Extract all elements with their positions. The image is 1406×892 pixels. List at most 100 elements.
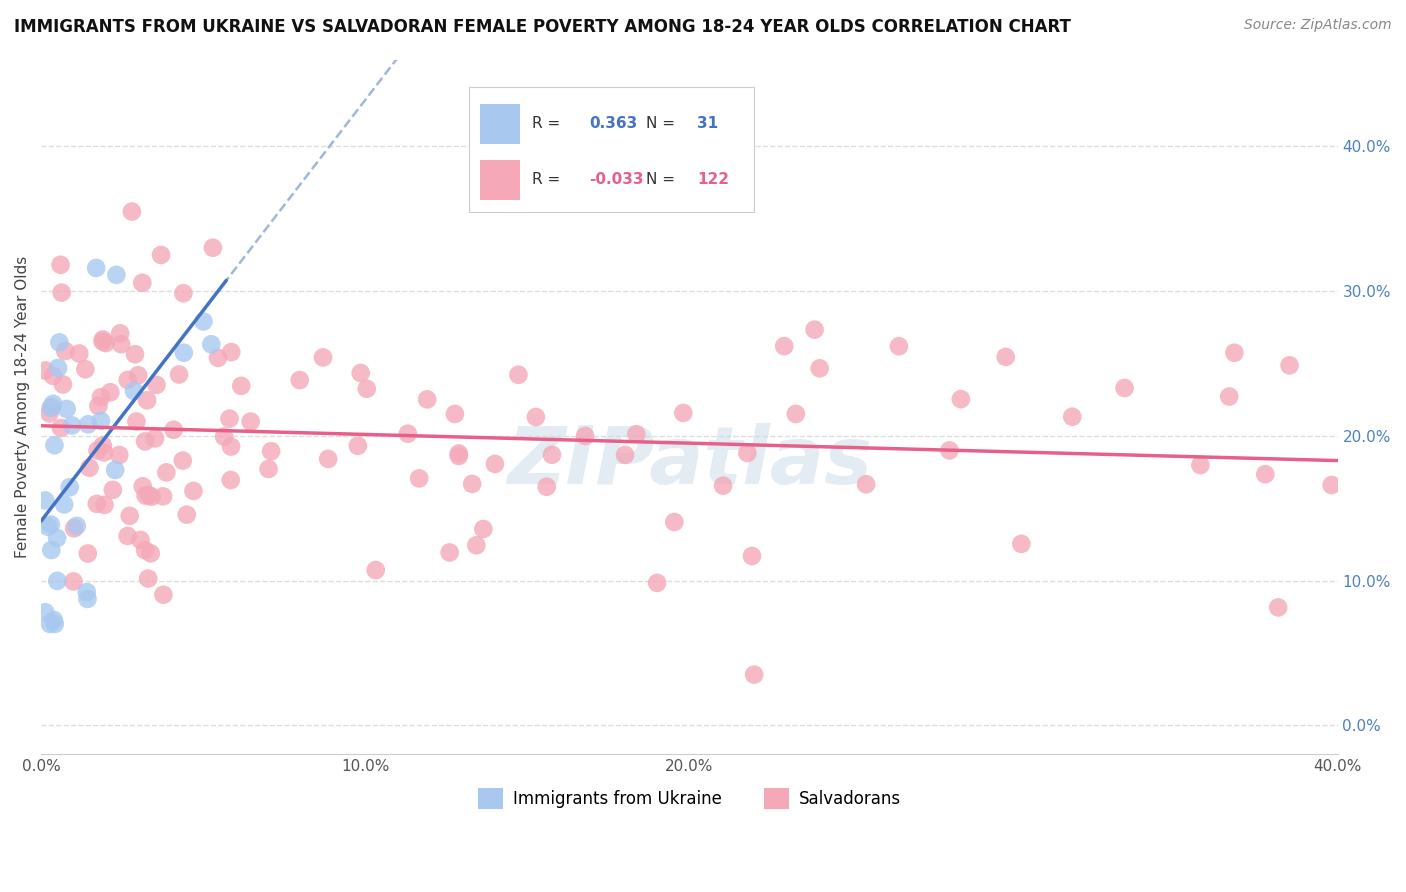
Point — [46, 531, 69, 545]
Point — [1223, 345, 1246, 359]
Point — [524, 410, 547, 425]
Point — [41, 543, 63, 558]
Point — [461, 476, 484, 491]
Point — [39, 401, 62, 415]
Point — [110, 337, 132, 351]
Point — [672, 406, 695, 420]
Point — [39, 617, 62, 632]
Point — [447, 446, 470, 460]
Point — [121, 204, 143, 219]
Point — [134, 434, 156, 449]
Point — [1278, 359, 1301, 373]
Point — [42, 368, 65, 383]
Point — [38, 407, 60, 421]
Point — [41, 400, 63, 414]
Point — [803, 323, 825, 337]
Point — [316, 451, 339, 466]
Point — [163, 423, 186, 437]
Point — [536, 480, 558, 494]
Point — [55, 401, 77, 416]
Point — [1062, 409, 1084, 424]
Point — [574, 429, 596, 443]
Point — [447, 449, 470, 463]
Point — [60, 418, 83, 433]
Point — [90, 390, 112, 404]
Point — [1114, 381, 1136, 395]
Point — [84, 260, 107, 275]
Point — [86, 443, 108, 458]
Point — [139, 546, 162, 560]
Point — [183, 483, 205, 498]
Point — [396, 426, 419, 441]
Point — [79, 460, 101, 475]
Point — [508, 368, 530, 382]
Point — [141, 490, 163, 504]
Point — [155, 466, 177, 480]
Point — [207, 351, 229, 365]
Point — [1010, 537, 1032, 551]
Point — [193, 314, 215, 328]
Point — [94, 336, 117, 351]
Point — [76, 585, 98, 599]
Point — [49, 421, 72, 435]
Point — [136, 572, 159, 586]
Point — [1254, 467, 1277, 482]
Point — [125, 414, 148, 428]
Point — [231, 379, 253, 393]
Point — [129, 533, 152, 547]
Y-axis label: Female Poverty Among 18-24 Year Olds: Female Poverty Among 18-24 Year Olds — [15, 256, 30, 558]
Point — [1218, 390, 1240, 404]
Point — [46, 360, 69, 375]
Point — [108, 448, 131, 462]
Point — [938, 443, 960, 458]
Point — [173, 345, 195, 359]
Point — [100, 385, 122, 400]
Point — [1320, 478, 1343, 492]
Point — [132, 479, 155, 493]
Point — [87, 399, 110, 413]
Point — [34, 493, 56, 508]
Point — [773, 339, 796, 353]
Point — [117, 529, 139, 543]
Point — [53, 498, 76, 512]
Point — [134, 543, 156, 558]
Point — [66, 519, 89, 533]
Point — [46, 574, 69, 588]
Point — [219, 473, 242, 487]
Point — [541, 448, 564, 462]
Point — [347, 439, 370, 453]
Point — [75, 362, 97, 376]
Point — [312, 351, 335, 365]
Point — [124, 347, 146, 361]
Point — [91, 333, 114, 347]
Point — [93, 498, 115, 512]
Point — [37, 519, 59, 533]
Point — [1267, 600, 1289, 615]
Point — [143, 431, 166, 445]
Point — [131, 276, 153, 290]
Point — [484, 457, 506, 471]
Point — [117, 373, 139, 387]
Point — [664, 515, 686, 529]
Point — [101, 483, 124, 497]
Point — [785, 407, 807, 421]
Text: Source: ZipAtlas.com: Source: ZipAtlas.com — [1244, 18, 1392, 32]
Point — [152, 588, 174, 602]
Point — [108, 326, 131, 341]
Point — [150, 248, 173, 262]
Point — [614, 448, 637, 462]
Point — [91, 334, 114, 349]
Point — [93, 445, 115, 459]
Point — [416, 392, 439, 407]
Point — [172, 453, 194, 467]
Point — [34, 363, 56, 377]
Point — [176, 508, 198, 522]
Point — [200, 337, 222, 351]
Point — [53, 344, 76, 359]
Point — [86, 497, 108, 511]
Point — [135, 489, 157, 503]
Point — [42, 397, 65, 411]
Point — [77, 417, 100, 432]
Point — [350, 366, 373, 380]
Point — [364, 563, 387, 577]
